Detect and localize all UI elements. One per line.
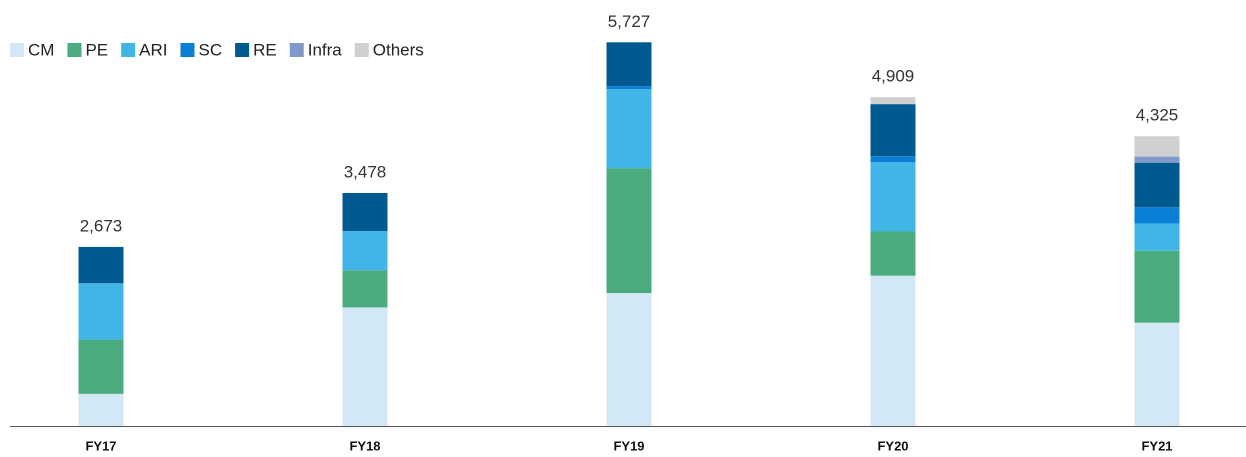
total-label: 5,727 xyxy=(608,12,651,31)
bar-segment xyxy=(342,192,388,232)
legend-swatch xyxy=(235,43,250,57)
legend-swatch xyxy=(180,43,195,57)
bar-segment xyxy=(1134,250,1180,323)
legend-label: Infra xyxy=(308,40,343,59)
bar-segment xyxy=(870,104,916,157)
bar-segment xyxy=(1134,223,1180,251)
bar-segment xyxy=(870,156,916,163)
bar-segment xyxy=(1134,162,1180,208)
total-label: 4,325 xyxy=(1136,106,1179,125)
legend-swatch xyxy=(354,43,369,57)
bar-segment xyxy=(870,97,916,105)
bar-segment xyxy=(78,283,124,340)
x-tick-label: FY18 xyxy=(349,438,380,453)
legend-label: SC xyxy=(198,40,222,59)
total-label: 2,673 xyxy=(80,216,123,235)
bar-segment xyxy=(870,231,916,276)
total-label: 4,909 xyxy=(872,67,915,86)
bar-segment xyxy=(870,275,916,426)
legend-label: Others xyxy=(373,40,424,59)
bar-segment xyxy=(78,339,124,394)
legend-label: ARI xyxy=(139,40,167,59)
bar-segment xyxy=(342,270,388,308)
legend-label: RE xyxy=(253,40,277,59)
x-tick-label: FY21 xyxy=(1141,438,1172,453)
bar-segment xyxy=(1134,322,1180,426)
bar-segment xyxy=(1134,156,1180,163)
bar-segment xyxy=(606,293,652,426)
legend-swatch xyxy=(289,43,304,57)
bar-segment xyxy=(1134,136,1180,157)
legend-swatch xyxy=(67,43,82,57)
bar-segment xyxy=(1134,207,1180,224)
bar-segment xyxy=(606,86,652,90)
legend-label: CM xyxy=(28,40,54,59)
bar-segment xyxy=(78,393,124,426)
legend-swatch xyxy=(121,43,136,57)
bar-segment xyxy=(870,162,916,232)
x-tick-label: FY19 xyxy=(613,438,644,453)
x-tick-label: FY20 xyxy=(877,438,908,453)
total-label: 3,478 xyxy=(344,162,387,181)
bar-segment xyxy=(342,231,388,271)
bar-segment xyxy=(78,246,124,284)
bar-segment xyxy=(606,168,652,294)
legend-label: PE xyxy=(85,40,108,59)
x-tick-label: FY17 xyxy=(85,438,116,453)
legend-swatch xyxy=(10,43,24,57)
bar-segment xyxy=(606,89,652,169)
bar-segment xyxy=(606,42,652,87)
bar-segment xyxy=(342,307,388,426)
